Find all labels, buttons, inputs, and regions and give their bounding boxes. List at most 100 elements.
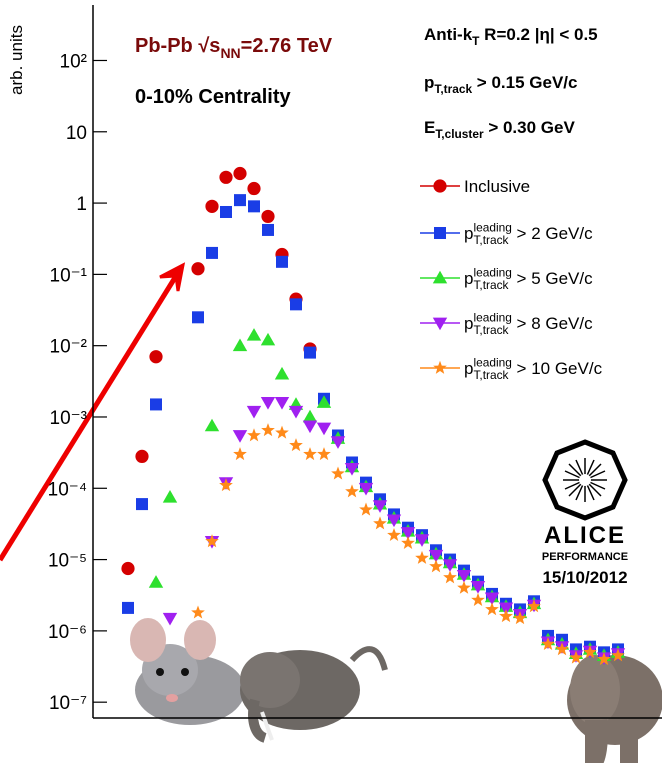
alice-logo [542,439,628,521]
marker [248,200,260,213]
logo-subtitle: PERFORMANCE [542,551,628,563]
y-tick-label: 10⁻³ [50,408,88,429]
marker [432,270,448,284]
marker [276,255,288,268]
marker [260,397,276,410]
marker [442,559,458,572]
marker [192,311,204,324]
marker [261,209,275,224]
y-tick-label: 10 [66,123,87,144]
marker [484,592,500,606]
marker [233,166,247,181]
legend-label: Inclusive [464,177,530,196]
y-tick-label: 10² [60,51,87,72]
marker [344,463,360,476]
y-tick-label: 10⁻² [50,337,88,358]
series [121,166,317,576]
y-tick-label: 10⁻⁴ [48,479,87,500]
marker [162,489,178,503]
elephant-image [567,655,662,763]
marker [345,484,359,498]
marker [232,430,248,443]
marker [247,428,261,442]
marker [247,181,261,196]
marker [136,498,148,511]
marker [148,575,164,588]
marker [583,645,597,659]
legend-label: pT,trackleading > 5 GeV/c [464,265,593,292]
logo-name: ALICE [544,522,626,549]
marker [135,449,149,463]
marker [443,570,457,584]
marker [260,332,276,346]
marker [191,262,205,276]
logo-date: 15/10/2012 [542,568,627,587]
marker [386,514,402,528]
marker [433,360,447,374]
marker [233,447,247,461]
marker [400,527,416,540]
y-tick-label: 10⁻¹ [50,265,88,286]
marker [429,559,443,573]
marker [527,599,541,613]
marker [205,199,219,213]
marker [289,438,303,452]
legend-label: pT,trackleading > 2 GeV/c [464,220,593,247]
marker [246,405,262,419]
marker [232,338,248,352]
marker [432,317,448,331]
marker [485,602,499,616]
marker [220,205,232,218]
marker [149,350,163,364]
marker [219,170,233,184]
marker [373,516,387,530]
marker [121,561,135,576]
marker [288,405,304,419]
marker [290,298,302,311]
legend-label: pT,trackleading > 8 GeV/c [464,310,593,337]
marker [274,397,290,410]
y-tick-label: 1 [76,194,87,215]
marker [316,395,332,408]
marker [261,423,275,437]
annotation: ET,cluster > 0.30 GeV [424,118,575,141]
marker [470,581,486,594]
marker [204,418,220,432]
y-tick-label: 10⁻⁵ [48,551,87,572]
marker [456,570,472,583]
marker [513,611,527,625]
hybrid-image [240,646,388,743]
marker [434,227,446,239]
marker [275,425,289,439]
series [191,423,625,666]
marker [262,223,274,236]
marker [331,466,345,480]
marker [162,612,178,626]
marker [122,601,134,614]
marker [597,652,611,666]
annotation: Pb-Pb √sNN=2.76 TeV [135,35,333,61]
marker [219,478,233,492]
legend-label: pT,trackleading > 10 GeV/c [464,355,603,382]
marker [414,534,430,547]
marker [387,527,401,541]
marker [205,534,219,548]
marker [303,447,317,461]
marker [150,398,162,411]
marker [246,328,262,341]
y-axis-label: arb. units [7,25,26,95]
marker [415,550,429,564]
annotation: pT,track > 0.15 GeV/c [424,73,577,96]
marker [317,447,331,461]
marker [359,502,373,516]
annotation: Anti-kT R=0.2 |η| < 0.5 [424,25,598,48]
marker [457,580,471,594]
marker [433,179,447,193]
y-tick-label: 10⁻⁷ [49,693,87,714]
marker [206,246,218,259]
marker [471,592,485,606]
marker [428,549,444,563]
marker [499,609,513,623]
y-tick-label: 10⁻⁶ [48,622,87,643]
